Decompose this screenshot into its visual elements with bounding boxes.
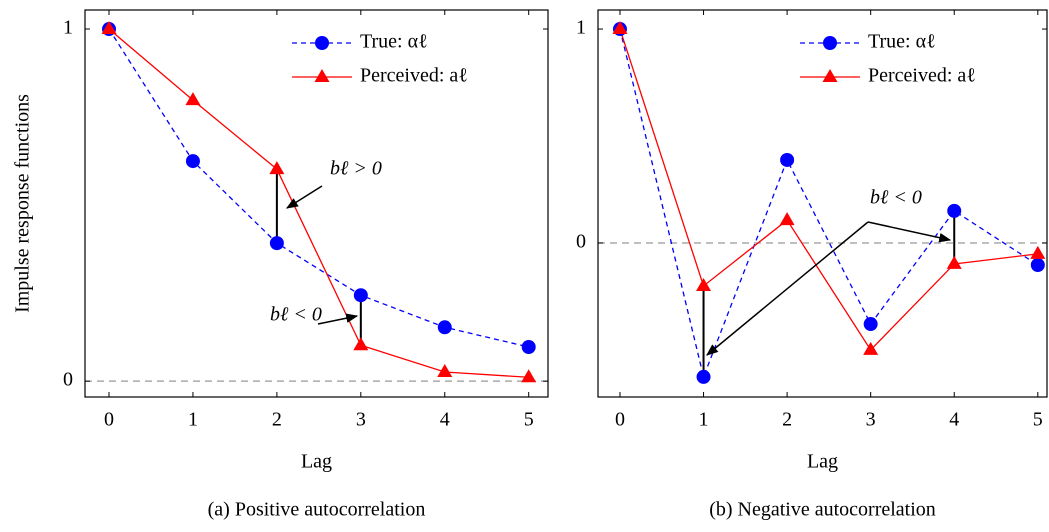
annotation: bℓ > 0 [330,158,382,180]
data-point [185,92,201,106]
annotation-arrow [285,185,323,209]
x-tick-label: 5 [1033,409,1043,431]
annotation-arrow [706,221,869,356]
data-point [779,212,795,226]
y-tick-label: 0 [63,369,73,391]
series-line [108,28,529,348]
legend-label: True: αℓ [868,31,936,53]
y-tick-label: 1 [576,17,586,39]
x-tick-label: 0 [104,409,114,431]
data-point [946,255,962,269]
data-point [863,341,879,355]
y-axis-label: Impulse response functions [12,94,34,313]
caption: (a) Positive autocorrelation [208,499,426,521]
x-tick-label: 2 [272,409,282,431]
data-point [863,317,878,332]
data-point [947,203,962,218]
data-point [269,161,285,175]
annotation: bℓ < 0 [870,187,922,209]
x-tick-label: 2 [782,409,792,431]
data-point [612,21,628,35]
data-point [1030,245,1046,259]
x-tick-label: 3 [866,409,876,431]
x-axis-label: Lag [807,451,838,473]
plot-frame [597,9,1048,398]
x-tick-label: 0 [615,409,625,431]
legend-marker [822,69,838,82]
data-point [437,363,453,377]
legend-label: True: αℓ [360,31,428,53]
data-point [269,236,284,251]
data-point [185,154,200,169]
x-tick-label: 1 [699,409,709,431]
caption: (b) Negative autocorrelation [709,499,936,521]
legend-marker [823,36,837,50]
annotation-arrow [317,313,359,325]
series-line [619,28,1038,351]
data-point [437,320,452,335]
legend-label: Perceived: aℓ [868,65,976,87]
x-tick-label: 1 [188,409,198,431]
x-axis-label: Lag [301,451,332,473]
data-point [353,337,369,351]
series-line [619,28,1039,380]
annotation-arrow [867,221,952,243]
x-tick-label: 5 [524,409,534,431]
annotation: bℓ < 0 [270,304,322,326]
legend-marker [315,36,329,50]
x-tick-label: 3 [356,409,366,431]
plot-frame [84,9,549,398]
data-point [780,152,795,167]
data-point [696,277,712,291]
series-line [108,28,529,378]
data-point [521,369,537,383]
x-tick-label: 4 [949,409,959,431]
data-point [1030,258,1045,273]
data-point [696,369,711,384]
y-tick-label: 0 [576,231,586,253]
y-tick-label: 1 [63,17,73,39]
data-point [521,339,536,354]
data-point [101,21,117,35]
legend-label: Perceived: aℓ [360,65,468,87]
data-point [353,288,368,303]
x-tick-label: 4 [440,409,450,431]
legend-marker [314,69,330,82]
